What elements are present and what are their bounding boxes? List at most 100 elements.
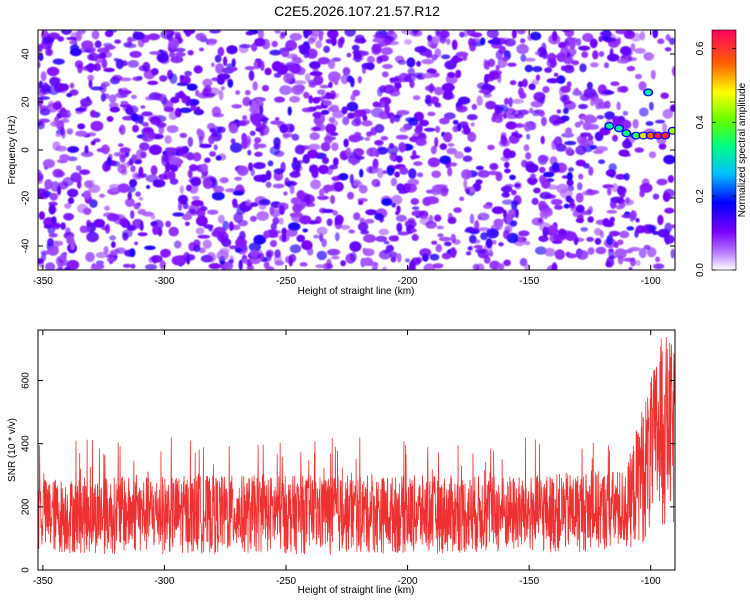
spectrogram-cell (602, 184, 614, 189)
spectrogram-cell (663, 154, 675, 165)
spectrogram-cell (197, 234, 211, 239)
spectrogram-cell (106, 213, 120, 222)
spectrogram-cell (608, 163, 617, 172)
spectrogram-cell (138, 196, 144, 201)
spectrogram-cell (455, 69, 462, 79)
spectrogram-cell (410, 198, 419, 205)
spectrogram-cell (83, 190, 92, 200)
spectrogram-cell (541, 50, 548, 59)
spectrogram-cell (166, 147, 177, 158)
signal-point (644, 89, 652, 96)
spectrogram-cell (109, 235, 116, 241)
spectrogram-cell (77, 63, 83, 74)
spectrogram-cell (258, 198, 271, 206)
spectrogram-cell (90, 86, 104, 91)
spectrogram-cell (530, 122, 537, 130)
spectrogram-cell (83, 207, 92, 215)
spectrogram-cell (486, 30, 499, 39)
spectrogram-cell (123, 42, 133, 47)
spectrogram-cell (660, 92, 669, 99)
spectrogram-cell (566, 81, 572, 88)
spectrogram-cell (75, 107, 86, 112)
spectrogram-cell (531, 197, 539, 205)
spectrogram-cell (584, 115, 598, 124)
spectrogram-cell (390, 256, 397, 263)
spectrogram-cell (146, 185, 151, 189)
spectrogram-cell (39, 108, 51, 116)
spectrogram-cell (95, 251, 108, 259)
spectrogram-cell (604, 111, 615, 120)
spectrogram-cell (226, 45, 238, 55)
spectrogram-cell (322, 100, 332, 107)
spectrogram-cell (667, 175, 675, 183)
spectrogram-cell (296, 234, 306, 243)
y-tick-label: 400 (21, 435, 32, 452)
spectrogram-cell (184, 70, 192, 77)
snr-y-axis: 0 200 400 600 (21, 372, 675, 573)
spectrogram-cell (60, 252, 67, 262)
spectrogram-cell (316, 250, 327, 261)
spectrogram-cell (283, 191, 288, 196)
spectrogram-cell (166, 125, 179, 134)
spectrogram-cell (380, 47, 393, 56)
spectrogram-cell (540, 116, 547, 127)
spectrogram-cell (607, 187, 612, 196)
spectrogram-cell (372, 38, 382, 43)
spectrogram-cell (45, 48, 53, 57)
signal-point (669, 128, 675, 134)
spectrogram-cell (388, 235, 398, 242)
spectrogram-cell (493, 116, 504, 123)
spectrogram-cell (583, 88, 597, 98)
spectrogram-cell (209, 30, 221, 34)
spectrogram-cell (38, 118, 50, 123)
spectrogram-cell (285, 39, 297, 51)
spectrogram-cell (635, 218, 640, 223)
spectrogram-cell (322, 184, 335, 192)
spectrogram-cell (239, 44, 252, 49)
spectrogram-cell (378, 54, 389, 62)
spectrogram-cell (203, 179, 213, 189)
spectrogram-cell (590, 62, 599, 68)
spectrogram-cell (222, 220, 229, 231)
spectrogram-cell (322, 209, 335, 213)
spectrogram-cell (153, 179, 166, 188)
spectrogram-cell (407, 67, 415, 76)
spectrogram-cell (669, 104, 675, 112)
spectrogram-cell (101, 58, 108, 69)
spectrogram-cell (90, 110, 96, 118)
spectrogram-cell (592, 50, 599, 60)
spectrogram-cell (273, 168, 284, 175)
signal-point (654, 132, 662, 139)
spectrogram-cell (57, 36, 65, 42)
spectrogram-cell (617, 239, 624, 246)
spectrogram-cell (599, 230, 604, 239)
spectrogram-cell (140, 105, 146, 109)
spectrogram-cell (393, 114, 401, 123)
spectrogram-cell (192, 152, 202, 162)
spectrogram-cell (374, 124, 385, 133)
spectrogram-cell (316, 226, 328, 236)
spectrogram-cell (306, 48, 318, 59)
spectrogram-cell (449, 85, 455, 90)
spectrogram-cell (502, 112, 507, 119)
spectrogram-cell (622, 110, 629, 116)
spectrogram-cell (363, 234, 376, 243)
signal-point (632, 132, 640, 139)
spectrogram-cell (623, 173, 630, 181)
spectrogram-cell (100, 52, 107, 60)
spectrogram-cell (376, 146, 388, 155)
spectrogram-cell (447, 167, 453, 177)
spectrogram-cell (253, 142, 259, 150)
spectrogram-cell (483, 204, 493, 209)
spectrogram-cell (103, 67, 115, 73)
spectrogram-cell (578, 137, 589, 148)
spectrogram-cell (653, 263, 665, 270)
spectrogram-cell (302, 228, 309, 233)
spectrogram-cell (612, 116, 622, 125)
spectrogram-cell (309, 164, 319, 174)
spectrogram-x-label: Height of straight line (km) (298, 286, 415, 297)
spectrogram-cell (638, 107, 649, 117)
spectrogram-cell (179, 107, 192, 114)
spectrogram-cell (179, 185, 184, 194)
spectrogram-cell (412, 132, 425, 139)
